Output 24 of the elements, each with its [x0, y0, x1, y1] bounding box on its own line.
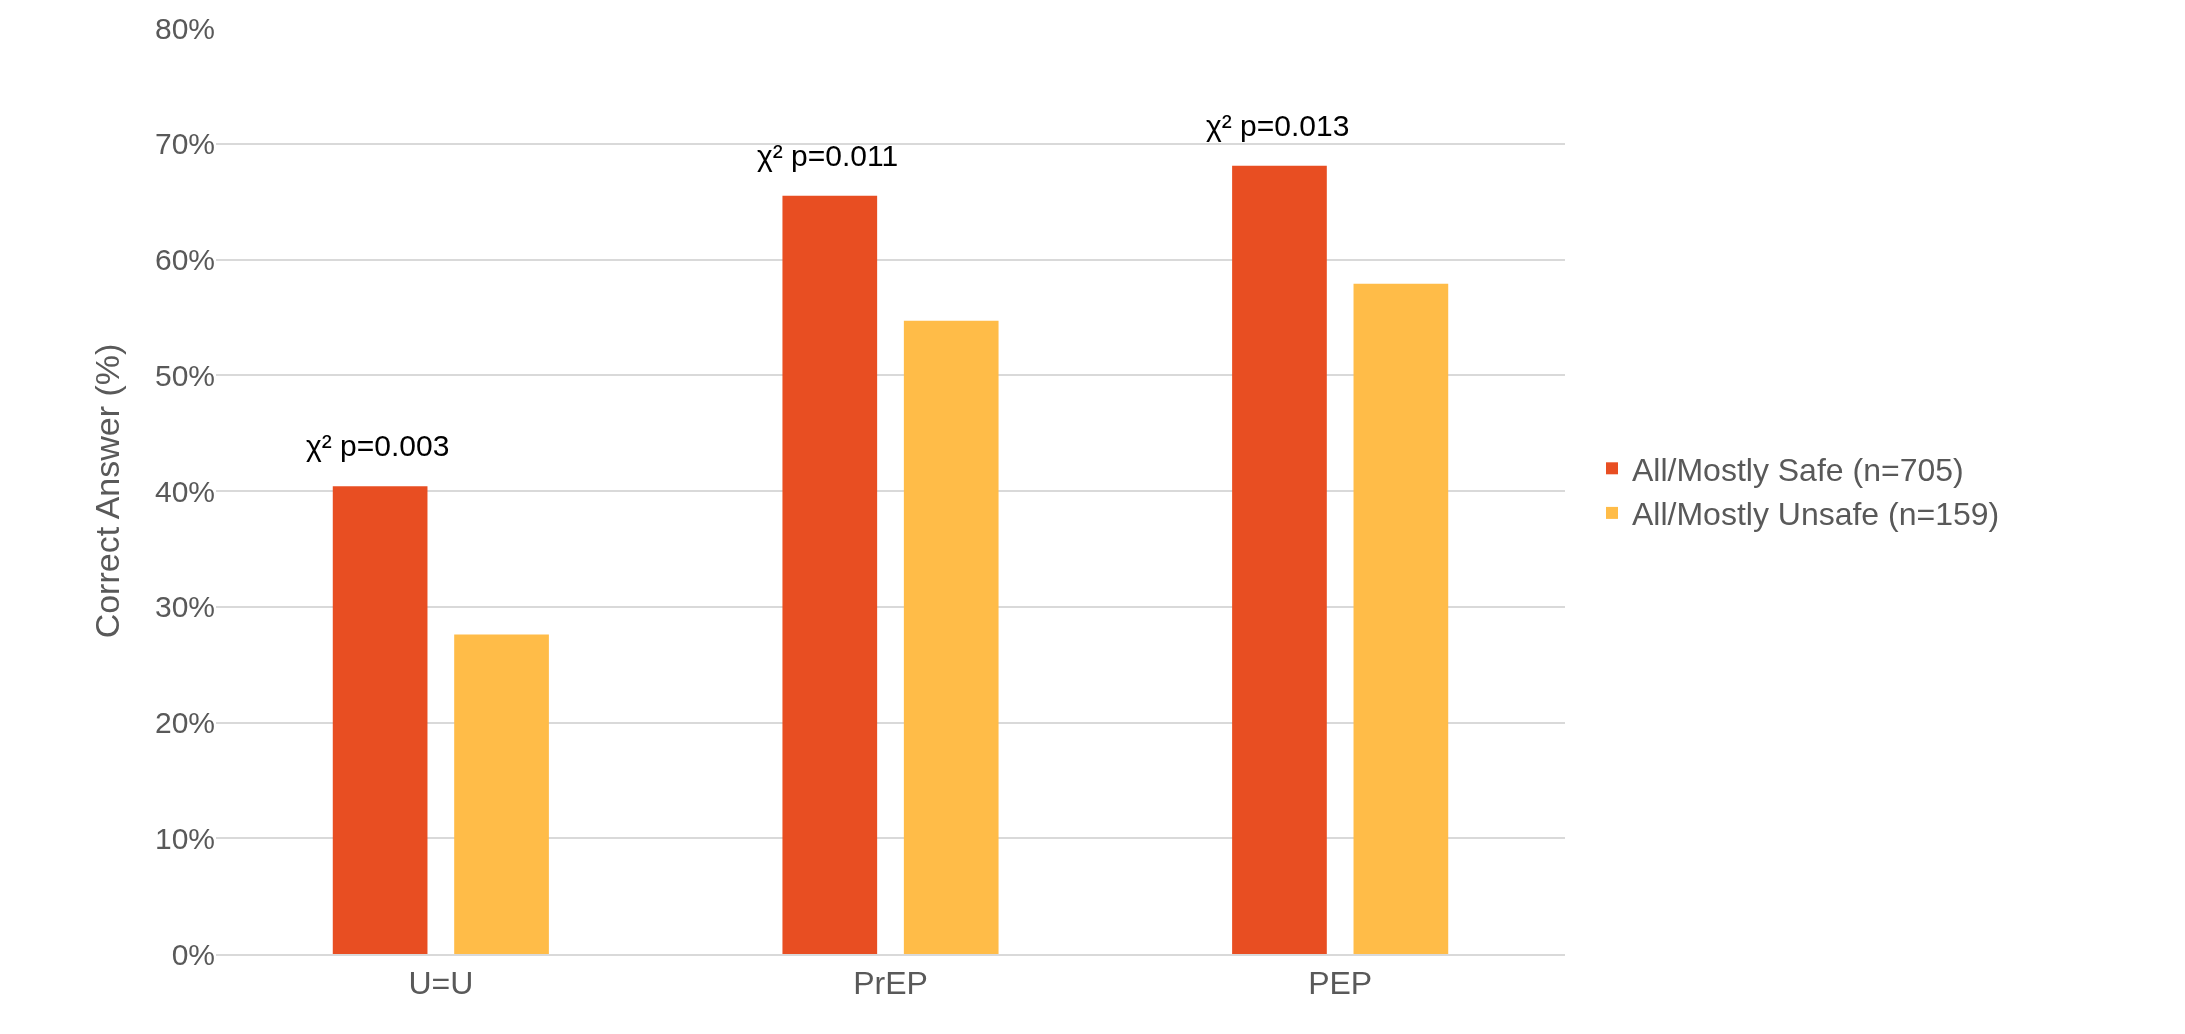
bar: [1353, 283, 1449, 954]
y-axis-title: Correct Answer (%): [87, 343, 126, 639]
y-tick-label: 20%: [154, 706, 215, 739]
bar: [782, 195, 878, 954]
x-tick-label: PrEP: [853, 965, 928, 1002]
annotation: χ² p=0.011: [757, 139, 899, 172]
y-tick-label: 70%: [154, 127, 215, 161]
y-tick-label: 80%: [154, 11, 215, 45]
legend-label: All/Mostly Safe (n=705): [1631, 451, 1964, 488]
x-tick-label: PEP: [1308, 965, 1373, 1002]
bar: [1232, 165, 1327, 954]
y-tick-label: 30%: [154, 590, 215, 624]
y-tick-label: 40%: [154, 474, 215, 508]
annotation: χ² p=0.003: [306, 429, 450, 462]
y-tick-label: 50%: [154, 358, 215, 392]
legend-label: All/Mostly Unsafe (n=159): [1631, 496, 2000, 533]
bar: [332, 486, 428, 954]
annotation: χ² p=0.013: [1206, 109, 1350, 142]
bar: [903, 320, 999, 954]
y-tick-label: 60%: [154, 243, 215, 276]
bar: [454, 634, 549, 954]
y-tick-label: 10%: [154, 821, 215, 855]
x-tick-label: U=U: [408, 965, 474, 1002]
y-tick-label: 0%: [171, 937, 215, 971]
